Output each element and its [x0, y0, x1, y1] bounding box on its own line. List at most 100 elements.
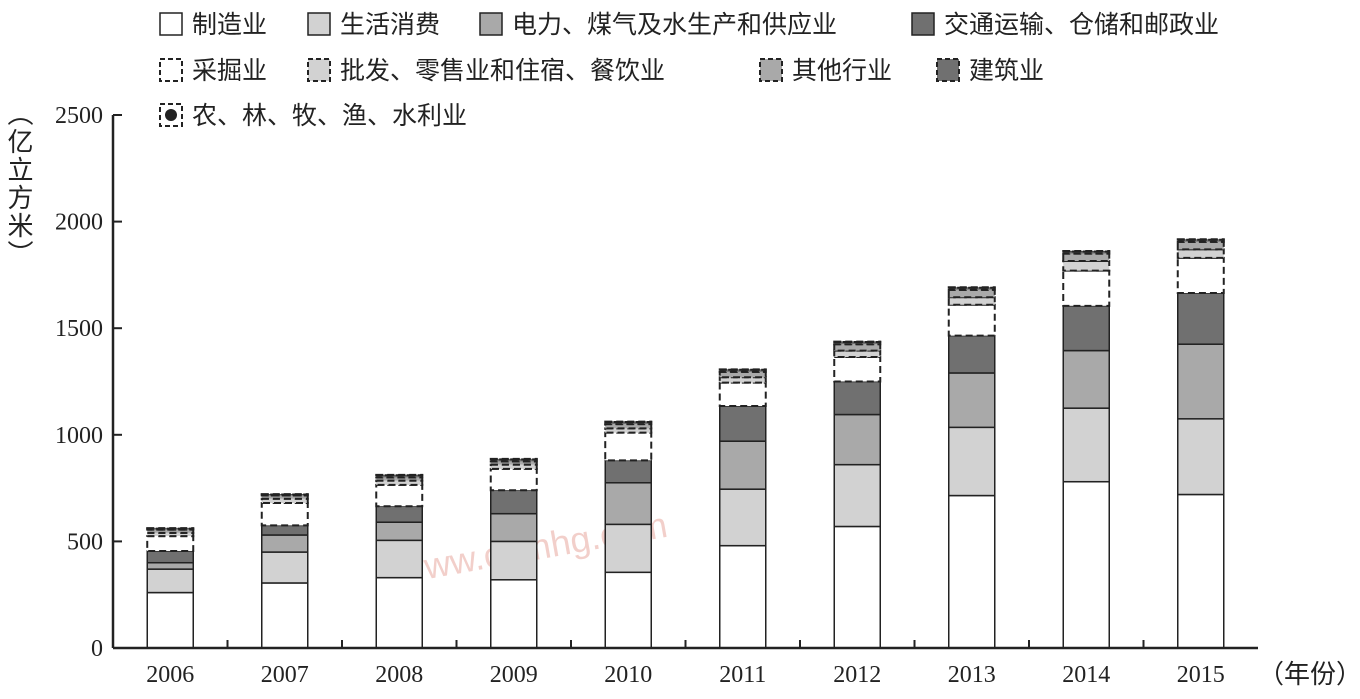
- bar-segment-2011-3: [719, 405, 767, 442]
- legend-item-3: 交通运输、仓储和邮政业: [911, 10, 1219, 39]
- legend-item-7: 建筑业: [936, 56, 1044, 85]
- bar-segment-2015-0: [1177, 493, 1225, 649]
- legend-label-5: 批发、零售业和住宿、餐饮业: [340, 56, 665, 85]
- bar-segment-2014-3: [1062, 305, 1110, 352]
- bar-stack-2015: [1176, 238, 1225, 649]
- bar-segment-2014-1: [1062, 407, 1110, 483]
- bar-segment-2010-4: [604, 431, 653, 462]
- x-tick-label-2007: 2007: [261, 662, 309, 688]
- legend-item-0: 制造业: [159, 10, 267, 39]
- x-tick-label-2013: 2013: [948, 662, 996, 688]
- bar-segment-2015-3: [1177, 292, 1225, 345]
- bar-segment-2013-5: [947, 296, 996, 306]
- legend-swatch-1: [307, 12, 331, 36]
- bar-segment-2015-5: [1176, 248, 1225, 259]
- bar-segment-2012-2: [833, 413, 881, 466]
- legend-swatch-0: [159, 12, 183, 36]
- bar-segment-2008-0: [375, 576, 423, 649]
- bar-segment-2009-4: [489, 467, 538, 492]
- bar-segment-2015-2: [1177, 343, 1225, 420]
- legend-swatch-5: [307, 58, 331, 82]
- bar-segment-2013-3: [948, 334, 996, 374]
- bar-segment-2010-3: [604, 459, 652, 484]
- y-tick-label-1000: 1000: [55, 423, 103, 449]
- legend-label-7: 建筑业: [969, 56, 1044, 85]
- x-tick-label-2006: 2006: [146, 662, 194, 688]
- bar-segment-2013-4: [947, 303, 996, 337]
- legend-item-4: 采掘业: [159, 56, 267, 85]
- x-tick-label-2012: 2012: [833, 662, 881, 688]
- bar-segment-2011-4: [718, 381, 767, 408]
- y-axis-title: （亿立方米）: [3, 100, 33, 268]
- legend-label-3: 交通运输、仓储和邮政业: [944, 10, 1219, 39]
- bar-stack-2007: [260, 493, 309, 649]
- bar-segment-2006-1: [146, 568, 194, 594]
- bar-segment-2007-0: [261, 582, 309, 649]
- legend-swatch-4: [159, 58, 183, 82]
- legend-item-5: 批发、零售业和住宿、餐饮业: [307, 56, 665, 85]
- bar-segment-2008-2: [375, 521, 423, 542]
- x-tick-label-2008: 2008: [375, 662, 423, 688]
- bar-segment-2014-6: [1062, 252, 1111, 263]
- legend-label-2: 电力、煤气及水生产和供应业: [512, 10, 837, 39]
- bar-segment-2008-1: [375, 539, 423, 579]
- bar-segment-2011-0: [719, 544, 767, 649]
- y-ticks: 0 500 1000 1500 2000 2500: [55, 103, 122, 662]
- bar-segment-2013-0: [948, 494, 996, 649]
- legend-label-0: 制造业: [192, 10, 267, 39]
- axes: 0 500 1000 1500 2000 2500 2006 2007 2008 2009 201…: [3, 100, 1360, 690]
- legend-item-1: 生活消费: [307, 10, 440, 39]
- bar-segment-2013-2: [948, 372, 996, 429]
- bar-segment-2013-6: [947, 288, 996, 299]
- x-tick-label-2011: 2011: [719, 662, 766, 688]
- bar-segment-2009-3: [490, 489, 538, 515]
- bar-segment-2015-6: [1176, 240, 1225, 251]
- bar-segment-2006-4: [146, 535, 195, 552]
- bar-segment-2009-1: [490, 540, 538, 581]
- bar-segment-2012-4: [833, 355, 882, 383]
- x-axis-title: （年份）: [1258, 660, 1360, 690]
- bar-segment-2007-1: [261, 551, 309, 584]
- bar-segment-2008-3: [375, 505, 423, 523]
- bar-stack-2014: [1062, 250, 1111, 649]
- legend-label-6: 其他行业: [792, 56, 892, 85]
- bar-stack-2006: [146, 527, 195, 649]
- bars: [146, 238, 1225, 649]
- bar-stack-2012: [833, 340, 882, 649]
- legend-label-1: 生活消费: [340, 10, 440, 39]
- bar-segment-2012-3: [833, 380, 881, 416]
- bar-segment-2006-0: [146, 591, 194, 649]
- bar-segment-2012-0: [833, 525, 881, 649]
- legend-swatch-3: [911, 12, 935, 36]
- bar-segment-2015-4: [1176, 256, 1225, 295]
- x-ticks: 2006 2007 2008 2009 2010 2011 2012 2013 2014 2015: [146, 640, 1225, 688]
- bar-stack-2011: [718, 368, 767, 649]
- bar-segment-2012-1: [833, 463, 881, 528]
- bar-segment-2010-0: [604, 571, 652, 649]
- bar-segment-2011-2: [719, 440, 767, 490]
- legend-label-8: 农、林、牧、渔、水利业: [192, 101, 467, 130]
- x-tick-label-2014: 2014: [1062, 662, 1110, 688]
- legend-label-4: 采掘业: [192, 56, 267, 85]
- bar-segment-2014-2: [1062, 349, 1110, 409]
- legend-item-2: 电力、煤气及水生产和供应业: [479, 10, 837, 39]
- bar-segment-2014-0: [1062, 480, 1110, 649]
- legend-swatch-7: [936, 58, 960, 82]
- bar-segment-2010-2: [604, 482, 652, 526]
- bar-segment-2008-4: [375, 483, 424, 508]
- legend-swatch-6: [759, 58, 783, 82]
- legend-item-8: 农、林、牧、渔、水利业: [159, 101, 467, 130]
- bar-stack-2013: [947, 286, 996, 649]
- bar-segment-2009-2: [490, 512, 538, 543]
- legend-swatch-2: [479, 12, 503, 36]
- y-tick-label-2000: 2000: [55, 210, 103, 236]
- y-tick-label-2500: 2500: [55, 103, 103, 129]
- y-tick-label-0: 0: [91, 636, 103, 662]
- bar-segment-2007-4: [260, 502, 309, 527]
- bar-stack-2010: [604, 420, 653, 649]
- bar-segment-2006-3: [146, 550, 194, 564]
- bar-segment-2014-5: [1062, 260, 1111, 272]
- bar-segment-2015-1: [1177, 418, 1225, 496]
- legend-swatch-dot: [165, 109, 177, 121]
